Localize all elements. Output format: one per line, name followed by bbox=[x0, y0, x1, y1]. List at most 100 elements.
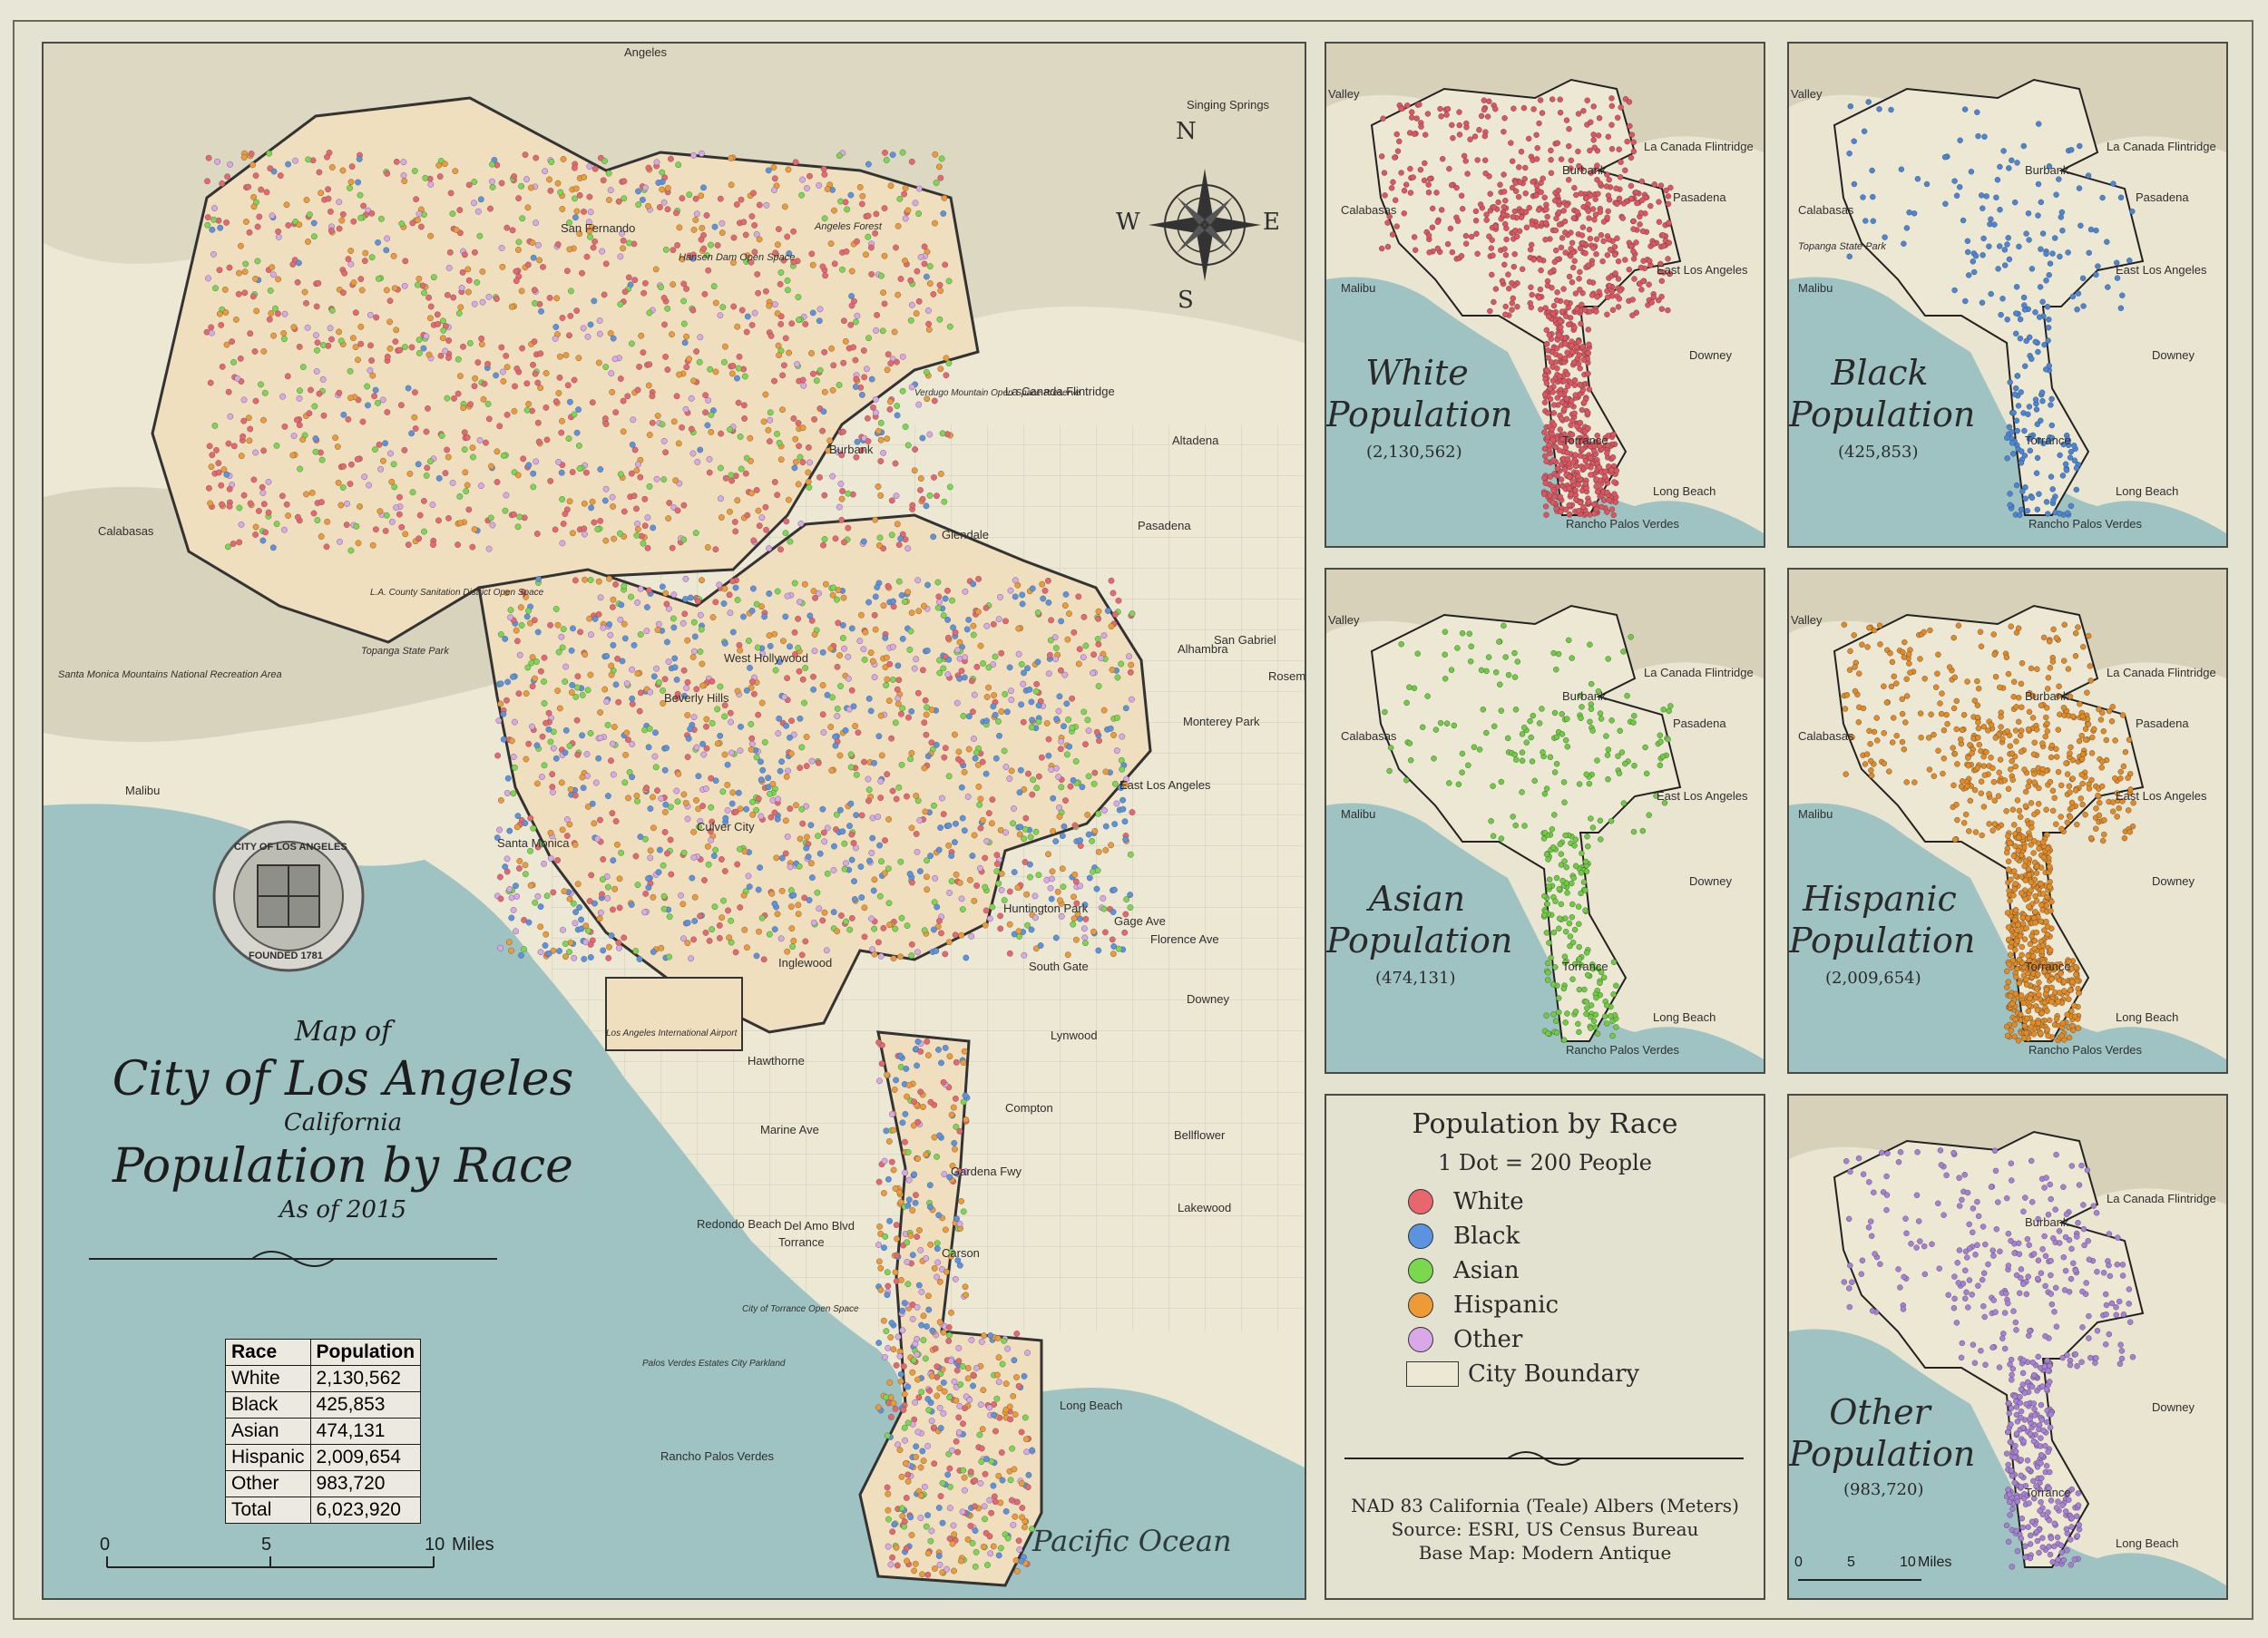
population-dot bbox=[1008, 767, 1015, 775]
population-dot bbox=[709, 818, 716, 825]
population-dot bbox=[889, 151, 896, 159]
population-dot bbox=[980, 1544, 987, 1550]
population-dot bbox=[616, 904, 623, 912]
population-dot bbox=[411, 389, 418, 395]
table-cell: Other bbox=[225, 1470, 311, 1497]
population-dot bbox=[716, 922, 723, 929]
population-dot bbox=[1082, 916, 1090, 922]
population-dot bbox=[728, 749, 735, 756]
place-label: Calabasas bbox=[1798, 203, 1854, 217]
population-dot bbox=[1656, 297, 1662, 304]
population-dot bbox=[1558, 244, 1565, 251]
population-dot bbox=[552, 526, 559, 533]
population-dot bbox=[642, 891, 650, 897]
population-dot bbox=[787, 538, 794, 545]
population-dot bbox=[636, 707, 643, 715]
population-dot bbox=[914, 1038, 922, 1045]
population-dot bbox=[923, 1151, 930, 1158]
population-dot bbox=[252, 275, 259, 282]
population-dot bbox=[934, 1240, 941, 1247]
population-dot bbox=[587, 671, 594, 678]
population-dot bbox=[1551, 769, 1559, 775]
inset-asian[interactable]: Valley Calabasas Malibu Burbank La Canad… bbox=[1325, 568, 1765, 1074]
population-dot bbox=[666, 913, 673, 921]
population-dot bbox=[621, 934, 628, 941]
population-dot bbox=[808, 757, 816, 765]
population-dot bbox=[885, 1490, 892, 1497]
population-dot bbox=[997, 1545, 1004, 1552]
population-dot bbox=[1586, 226, 1593, 233]
population-dot bbox=[1015, 650, 1022, 658]
population-dot bbox=[1002, 1380, 1010, 1388]
population-dot bbox=[1898, 166, 1905, 172]
population-dot bbox=[841, 865, 848, 873]
population-dot bbox=[337, 538, 343, 545]
population-dot bbox=[940, 1078, 947, 1086]
inset-black[interactable]: Valley Calabasas Malibu Burbank La Canad… bbox=[1787, 42, 2228, 548]
population-dot bbox=[1390, 179, 1396, 186]
population-dot bbox=[989, 903, 996, 911]
population-dot bbox=[552, 335, 559, 342]
population-dot bbox=[960, 1208, 967, 1215]
population-dot bbox=[693, 797, 699, 804]
population-dot bbox=[534, 780, 541, 787]
population-dot bbox=[2028, 266, 2036, 272]
population-dot bbox=[510, 673, 516, 680]
population-dot bbox=[942, 595, 949, 602]
population-dot bbox=[1110, 590, 1117, 597]
population-dot bbox=[951, 1140, 958, 1146]
place-label: Burbank bbox=[1562, 163, 1607, 177]
population-dot bbox=[903, 1495, 910, 1501]
population-dot bbox=[1536, 295, 1542, 301]
population-dot bbox=[209, 452, 216, 459]
population-dot bbox=[1614, 235, 1620, 242]
population-dot bbox=[779, 406, 786, 414]
population-dot bbox=[749, 798, 756, 805]
population-dot bbox=[890, 1346, 897, 1353]
population-dot bbox=[921, 719, 928, 726]
population-dot bbox=[1995, 266, 2001, 272]
population-dot bbox=[851, 878, 857, 884]
population-dot bbox=[682, 575, 689, 582]
population-dot bbox=[1008, 1497, 1015, 1504]
inset-white[interactable]: Valley Calabasas Malibu Burbank La Canad… bbox=[1325, 42, 1765, 548]
population-dot bbox=[206, 443, 213, 450]
population-dot bbox=[758, 813, 765, 820]
population-dot bbox=[520, 589, 527, 596]
population-dot bbox=[777, 280, 784, 288]
population-dot bbox=[1605, 192, 1612, 199]
population-dot bbox=[922, 808, 929, 815]
population-dot bbox=[655, 180, 662, 186]
population-dot bbox=[912, 1560, 919, 1567]
population-dot bbox=[701, 290, 709, 297]
population-dot bbox=[802, 665, 809, 671]
population-dot bbox=[1575, 148, 1581, 155]
population-dot bbox=[2036, 491, 2042, 497]
population-dot bbox=[649, 393, 656, 400]
main-map[interactable]: Angeles Singing Springs Calabasas Burban… bbox=[42, 42, 1306, 1600]
population-dot bbox=[522, 820, 529, 826]
population-dot bbox=[711, 903, 719, 911]
population-dot bbox=[982, 604, 990, 611]
population-dot bbox=[608, 932, 615, 939]
population-dot bbox=[722, 814, 729, 822]
population-dot bbox=[556, 374, 563, 381]
population-dot bbox=[1024, 921, 1031, 929]
population-dot bbox=[658, 795, 665, 802]
population-dot bbox=[930, 533, 937, 541]
population-dot bbox=[566, 498, 573, 505]
population-dot bbox=[721, 585, 728, 592]
population-dot bbox=[857, 863, 865, 870]
population-dot bbox=[2043, 366, 2049, 373]
population-dot bbox=[1033, 785, 1041, 792]
population-dot bbox=[442, 347, 449, 355]
population-dot bbox=[1637, 221, 1643, 228]
population-dot bbox=[1062, 797, 1069, 804]
population-dot bbox=[1568, 491, 1574, 498]
population-dot bbox=[699, 150, 705, 157]
population-dot bbox=[847, 191, 855, 199]
population-dot bbox=[901, 1424, 908, 1431]
population-dot bbox=[556, 948, 562, 954]
population-dot bbox=[1393, 223, 1400, 229]
population-dot bbox=[962, 1092, 969, 1099]
